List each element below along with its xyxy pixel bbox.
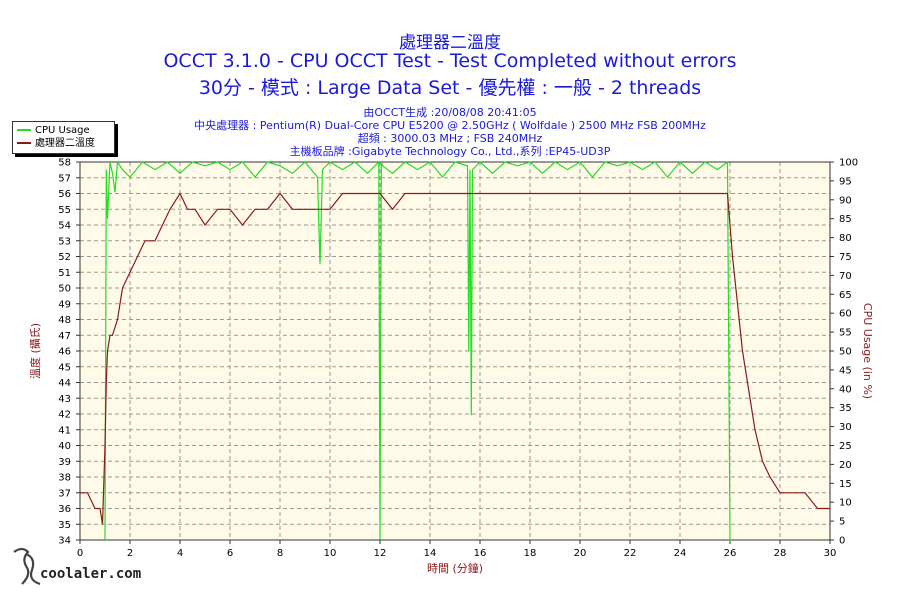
legend-swatch-cpu	[17, 129, 31, 131]
x-tick-label: 28	[774, 548, 787, 559]
x-tick-label: 20	[574, 548, 587, 559]
watermark-logo: coolaler.com	[8, 544, 158, 592]
x-tick-label: 30	[824, 548, 837, 559]
y-left-tick-label: 44	[58, 378, 71, 389]
info-overclock: 超頻 : 3000.03 MHz ; FSB 240MHz	[357, 132, 543, 145]
y-right-tick-label: 35	[839, 403, 852, 414]
y-left-tick-label: 51	[58, 268, 71, 279]
y-left-tick-label: 36	[58, 504, 71, 515]
y-left-axis-label: 溫度 (攝氏)	[28, 323, 42, 379]
y-left-tick-label: 53	[58, 236, 71, 247]
y-left-tick-label: 55	[58, 205, 71, 216]
series-line-0	[104, 160, 732, 541]
x-tick-label: 26	[724, 548, 737, 559]
x-tick-label: 2	[127, 548, 133, 559]
y-left-tick-label: 42	[58, 410, 71, 421]
x-tick-label: 4	[177, 548, 183, 559]
info-cpu: 中央處理器 : Pentium(R) Dual-Core CPU E5200 @…	[194, 119, 706, 132]
legend-swatch-temp	[17, 142, 31, 144]
y-right-tick-label: 70	[839, 271, 852, 282]
y-right-tick-label: 80	[839, 233, 852, 244]
y-left-tick-label: 54	[58, 221, 71, 232]
legend-item-cpu: CPU Usage	[17, 124, 90, 137]
y-left-tick-label: 37	[58, 488, 71, 499]
y-right-tick-label: 20	[839, 460, 852, 471]
x-tick-label: 12	[374, 548, 387, 559]
y-left-tick-label: 48	[58, 315, 71, 326]
x-tick-label: 0	[77, 548, 83, 559]
legend-item-temp: 處理器二溫度	[17, 137, 95, 150]
x-tick-label: 8	[277, 548, 283, 559]
x-tick-label: 14	[424, 548, 437, 559]
y-right-tick-label: 30	[839, 422, 852, 433]
y-right-tick-label: 5	[839, 517, 845, 528]
chart-title: 處理器二溫度	[399, 33, 501, 53]
y-left-tick-label: 41	[58, 425, 71, 436]
y-right-tick-label: 10	[839, 498, 852, 509]
y-left-tick-label: 46	[58, 347, 71, 358]
y-right-tick-label: 40	[839, 384, 852, 395]
y-right-tick-label: 90	[839, 195, 852, 206]
watermark-glyph-icon	[13, 547, 41, 586]
x-tick-label: 24	[674, 548, 687, 559]
series-line-1	[80, 192, 830, 525]
y-left-tick-label: 39	[58, 457, 71, 468]
info-motherboard: 主機板品牌 :Gigabyte Technology Co., Ltd.,系列 …	[289, 145, 611, 158]
x-tick-label: 22	[624, 548, 637, 559]
chart-subtitle: OCCT 3.1.0 - CPU OCCT Test - Test Comple…	[163, 50, 737, 72]
y-right-axis-label: CPU Usage (in %)	[861, 303, 874, 399]
x-tick-label: 16	[474, 548, 487, 559]
y-left-tick-label: 45	[58, 362, 71, 373]
y-right-tick-label: 55	[839, 328, 852, 339]
legend-label-temp: 處理器二溫度	[35, 138, 95, 149]
y-left-tick-label: 50	[58, 284, 71, 295]
y-left-tick-label: 49	[58, 299, 71, 310]
y-right-tick-label: 50	[839, 347, 852, 358]
y-right-tick-label: 75	[839, 252, 852, 263]
x-tick-label: 18	[524, 548, 537, 559]
y-right-tick-label: 60	[839, 309, 852, 320]
y-right-tick-label: 0	[839, 536, 845, 547]
legend: CPU Usage 處理器二溫度	[12, 121, 115, 154]
legend-label-cpu: CPU Usage	[35, 125, 90, 136]
x-tick-label: 6	[227, 548, 233, 559]
y-right-tick-label: 25	[839, 441, 852, 452]
x-axis-label: 時間 (分鐘)	[427, 561, 483, 575]
watermark-text: coolaler.com	[40, 566, 142, 582]
y-left-tick-label: 47	[58, 331, 71, 342]
y-right-tick-label: 100	[839, 158, 858, 169]
y-left-tick-label: 40	[58, 441, 71, 452]
y-left-tick-label: 52	[58, 252, 71, 263]
y-right-tick-label: 95	[839, 176, 852, 187]
y-left-tick-label: 58	[58, 158, 71, 169]
y-left-tick-label: 35	[58, 520, 71, 531]
info-generated: 由OCCT生成 :20/08/08 20:41:05	[363, 106, 537, 119]
y-left-tick-label: 38	[58, 473, 71, 484]
y-left-tick-label: 56	[58, 189, 71, 200]
y-right-tick-label: 15	[839, 479, 852, 490]
y-right-tick-label: 65	[839, 290, 852, 301]
y-right-tick-label: 85	[839, 214, 852, 225]
y-left-tick-label: 34	[58, 536, 71, 547]
y-right-tick-label: 45	[839, 365, 852, 376]
y-left-tick-label: 43	[58, 394, 71, 405]
y-left-tick-label: 57	[58, 173, 71, 184]
x-tick-label: 10	[324, 548, 337, 559]
chart-mode-line: 30分 - 模式 : Large Data Set - 優先權 : 一般 - 2…	[198, 77, 702, 99]
